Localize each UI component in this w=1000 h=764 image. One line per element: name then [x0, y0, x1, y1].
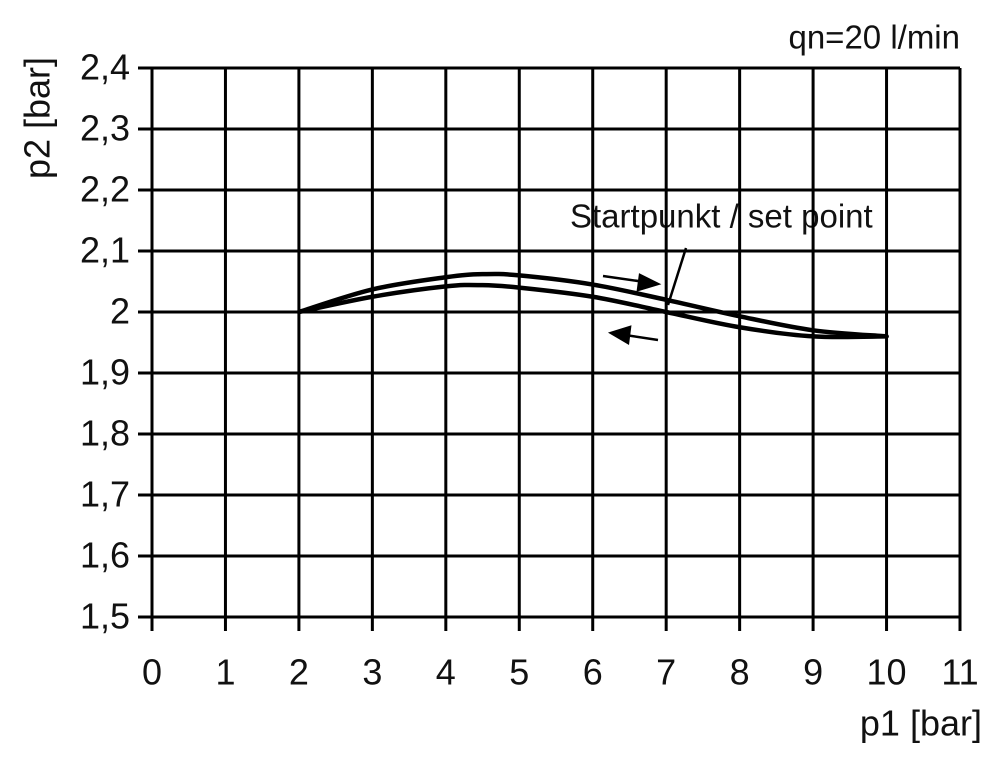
- x-tick-label: 3: [362, 652, 382, 693]
- y-tick-label: 1,8: [80, 413, 130, 454]
- x-axis-label: p1 [bar]: [860, 703, 982, 744]
- x-tick-label: 9: [803, 652, 823, 693]
- x-tick-label: 8: [730, 652, 750, 693]
- x-tick-label: 6: [583, 652, 603, 693]
- annotation: qn=20 l/min: [788, 19, 960, 56]
- y-tick-label: 2,3: [80, 108, 130, 149]
- y-tick-label: 2,4: [80, 47, 130, 88]
- annotation-arrows: [602, 247, 688, 346]
- annotation: Startpunkt / set point: [570, 198, 873, 235]
- x-tick-label: 11: [941, 652, 978, 693]
- x-tick-label: 4: [436, 652, 456, 693]
- y-tick-label: 1,6: [80, 535, 130, 576]
- x-tick-label: 5: [509, 652, 529, 693]
- x-tick-label: 0: [142, 652, 162, 693]
- x-tick-label: 7: [656, 652, 676, 693]
- x-tick-label: 2: [289, 652, 309, 693]
- y-tick-label: 1,9: [80, 352, 130, 393]
- y-tick-label: 2,1: [80, 230, 130, 271]
- data-line: [296, 271, 889, 339]
- y-tick-label: 1,5: [80, 596, 130, 637]
- y-tick-label: 2,2: [80, 169, 130, 210]
- x-tick-label: 10: [867, 652, 907, 693]
- data-line: [296, 282, 889, 340]
- y-axis-label: p2 [bar]: [17, 57, 58, 179]
- y-tick-label: 2: [110, 291, 130, 332]
- x-tick-label: 1: [215, 652, 235, 693]
- y-tick-label: 1,7: [80, 474, 130, 515]
